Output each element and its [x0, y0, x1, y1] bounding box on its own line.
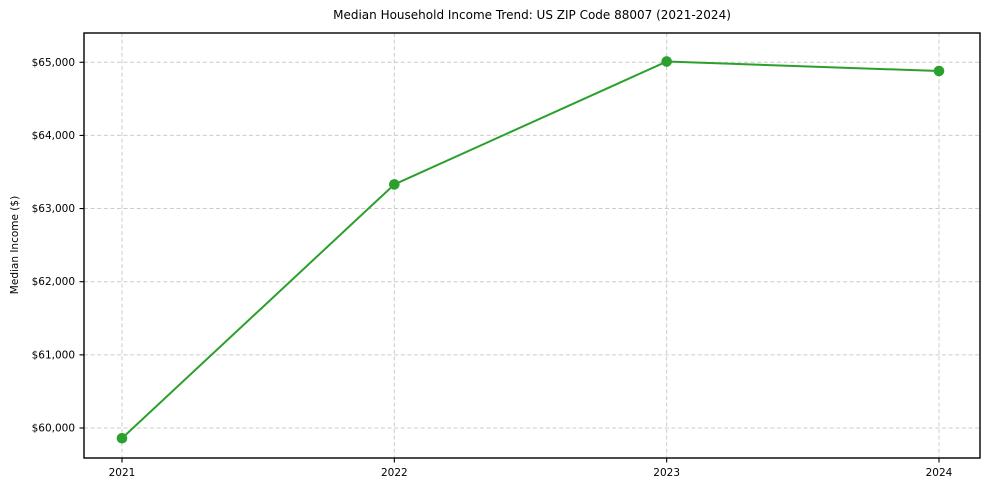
y-tick-label: $65,000	[32, 57, 75, 69]
data-point-2021	[116, 432, 128, 444]
chart-title: Median Household Income Trend: US ZIP Co…	[333, 8, 731, 22]
data-point-2024	[933, 65, 945, 77]
x-tick-label: 2022	[381, 467, 408, 479]
y-tick-label: $62,000	[32, 276, 75, 288]
data-point-2023	[661, 56, 672, 67]
y-tick-label: $64,000	[32, 130, 75, 142]
y-tick-label: $61,000	[32, 349, 75, 361]
plot-frame	[83, 32, 981, 459]
data-point-2022	[389, 179, 400, 190]
x-tick-label: 2023	[653, 467, 680, 479]
x-tick-label: 2024	[926, 467, 953, 479]
trend-line	[121, 60, 940, 440]
x-tick-label: 2021	[109, 467, 136, 479]
y-tick-label: $63,000	[32, 203, 75, 215]
y-tick-label: $60,000	[32, 423, 75, 435]
